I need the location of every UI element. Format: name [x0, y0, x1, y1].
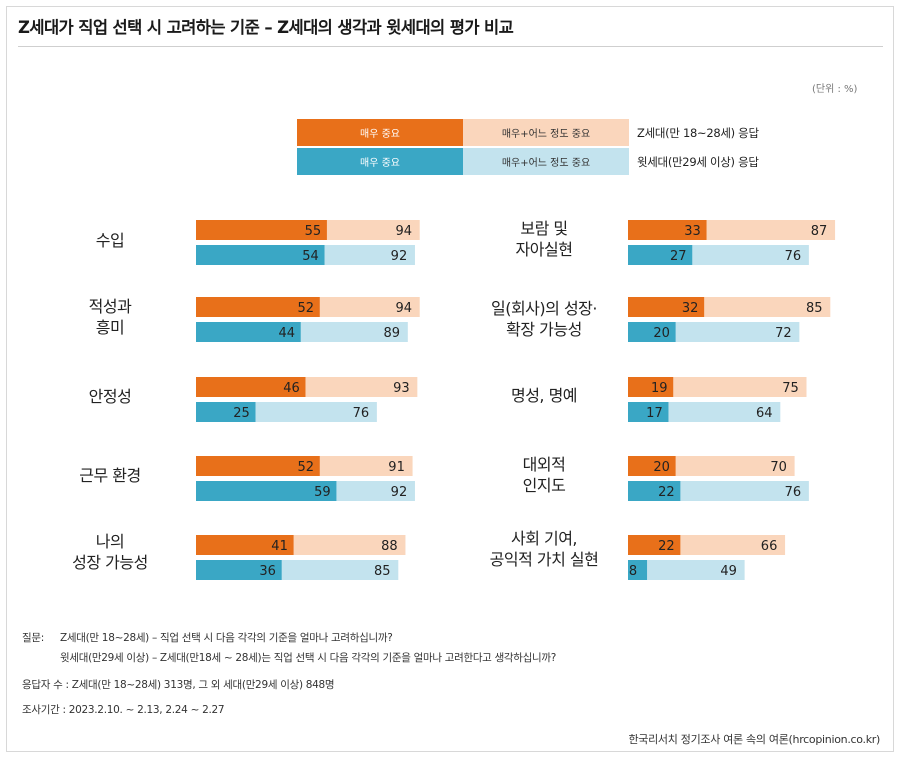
z-total-value: 94 — [395, 224, 412, 239]
z-strong-value: 52 — [297, 301, 314, 316]
older-strong-bar — [196, 245, 325, 265]
z-strong-value: 22 — [658, 539, 675, 554]
older-strong-bar — [628, 245, 693, 265]
z-strong-bar — [196, 535, 294, 555]
older-strong-bar — [628, 560, 648, 580]
older-strong-value: 27 — [670, 249, 687, 264]
z-strong-value: 41 — [271, 539, 288, 554]
z-strong-value: 20 — [653, 460, 670, 475]
z-strong-bar — [628, 220, 707, 240]
older-strong-value: 44 — [278, 326, 295, 341]
category-label: 보람 및 자아실현 — [515, 219, 573, 259]
z-total-value: 91 — [388, 460, 405, 475]
z-strong-value: 55 — [305, 224, 322, 239]
chart-title: Z세대가 직업 선택 시 고려하는 기준 – Z세대의 생각과 윗세대의 평가 … — [18, 18, 514, 37]
z-total-value: 85 — [806, 301, 823, 316]
category-label: 나의 성장 가능성 — [72, 532, 148, 572]
older-total-value: 92 — [391, 485, 408, 500]
source-credit: 한국리서치 정기조사 여론 속의 여론(hrcopinion.co.kr) — [628, 733, 880, 746]
older-strong-bar — [628, 402, 669, 422]
category-label: 안정성 — [88, 387, 132, 406]
older-strong-value: 36 — [259, 564, 276, 579]
older-strong-value: 59 — [314, 485, 331, 500]
older-strong-value: 8 — [629, 564, 637, 579]
z-strong-value: 33 — [684, 224, 701, 239]
z-strong-value: 46 — [283, 381, 300, 396]
z-strong-bar — [196, 297, 320, 317]
z-total-value: 94 — [395, 301, 412, 316]
older-strong-bar — [628, 322, 676, 342]
z-strong-value: 32 — [682, 301, 699, 316]
older-total-value: 72 — [775, 326, 792, 341]
older-strong-value: 20 — [653, 326, 670, 341]
period-note: 조사기간 : 2023.2.10. ~ 2.13, 2.24 ~ 2.27 — [22, 704, 225, 716]
older-strong-value: 25 — [233, 406, 250, 421]
older-strong-bar — [196, 481, 337, 501]
older-total-value: 89 — [384, 326, 401, 341]
z-total-value: 66 — [761, 539, 778, 554]
question-older: 윗세대(만29세 이상) – Z세대(만18세 ~ 28세)는 직업 선택 시 … — [60, 652, 557, 664]
z-total-value: 88 — [381, 539, 398, 554]
older-total-value: 49 — [720, 564, 737, 579]
legend-older-strong: 매우 중요 — [297, 148, 463, 175]
older-strong-bar — [196, 402, 256, 422]
z-total-value: 70 — [770, 460, 787, 475]
category-label: 근무 환경 — [79, 466, 141, 485]
legend-z-total: 매우+어느 정도 중요 — [463, 119, 629, 146]
older-strong-value: 54 — [302, 249, 319, 264]
z-strong-bar — [196, 377, 306, 397]
z-strong-bar — [628, 297, 705, 317]
category-label: 명성, 명예 — [510, 386, 578, 405]
question-label: 질문: — [22, 632, 44, 644]
older-total-value: 92 — [391, 249, 408, 264]
older-strong-bar — [196, 322, 301, 342]
older-total-value: 76 — [785, 249, 802, 264]
legend-older-total: 매우+어느 정도 중요 — [463, 148, 629, 175]
z-strong-bar — [628, 377, 674, 397]
older-strong-bar — [196, 560, 282, 580]
category-label: 일(회사)의 성장· 확장 가능성 — [491, 299, 597, 339]
legend-z-group: Z세대(만 18~28세) 응답 — [637, 126, 759, 140]
older-strong-value: 17 — [646, 406, 663, 421]
category-label: 대외적 인지도 — [522, 455, 566, 495]
z-total-value: 75 — [782, 381, 799, 396]
chart-frame — [6, 6, 894, 752]
unit-label: (단위 : %) — [812, 84, 858, 95]
question-z: Z세대(만 18~28세) – 직업 선택 시 다음 각각의 기준을 얼마나 고… — [60, 632, 393, 644]
z-total-value: 87 — [811, 224, 828, 239]
title-divider — [18, 46, 883, 47]
z-strong-bar — [628, 535, 681, 555]
older-strong-bar — [628, 481, 681, 501]
z-strong-bar — [196, 456, 320, 476]
z-strong-bar — [196, 220, 327, 240]
older-total-value: 76 — [785, 485, 802, 500]
z-total-value: 93 — [393, 381, 410, 396]
z-strong-value: 52 — [297, 460, 314, 475]
respondents-note: 응답자 수 : Z세대(만 18~28세) 313명, 그 외 세대(만29세 … — [22, 679, 335, 691]
category-label: 사회 기여, 공익적 가치 실현 — [489, 529, 599, 569]
z-strong-bar — [628, 456, 676, 476]
legend-z-strong: 매우 중요 — [297, 119, 463, 146]
z-strong-value: 19 — [651, 381, 668, 396]
older-strong-value: 22 — [658, 485, 675, 500]
category-label: 수입 — [95, 231, 125, 250]
older-total-value: 64 — [756, 406, 773, 421]
older-total-value: 76 — [353, 406, 370, 421]
legend-older-group: 윗세대(만29세 이상) 응답 — [637, 155, 759, 169]
older-total-bar — [628, 560, 745, 580]
category-label: 적성과 흥미 — [88, 297, 132, 337]
older-total-value: 85 — [374, 564, 391, 579]
